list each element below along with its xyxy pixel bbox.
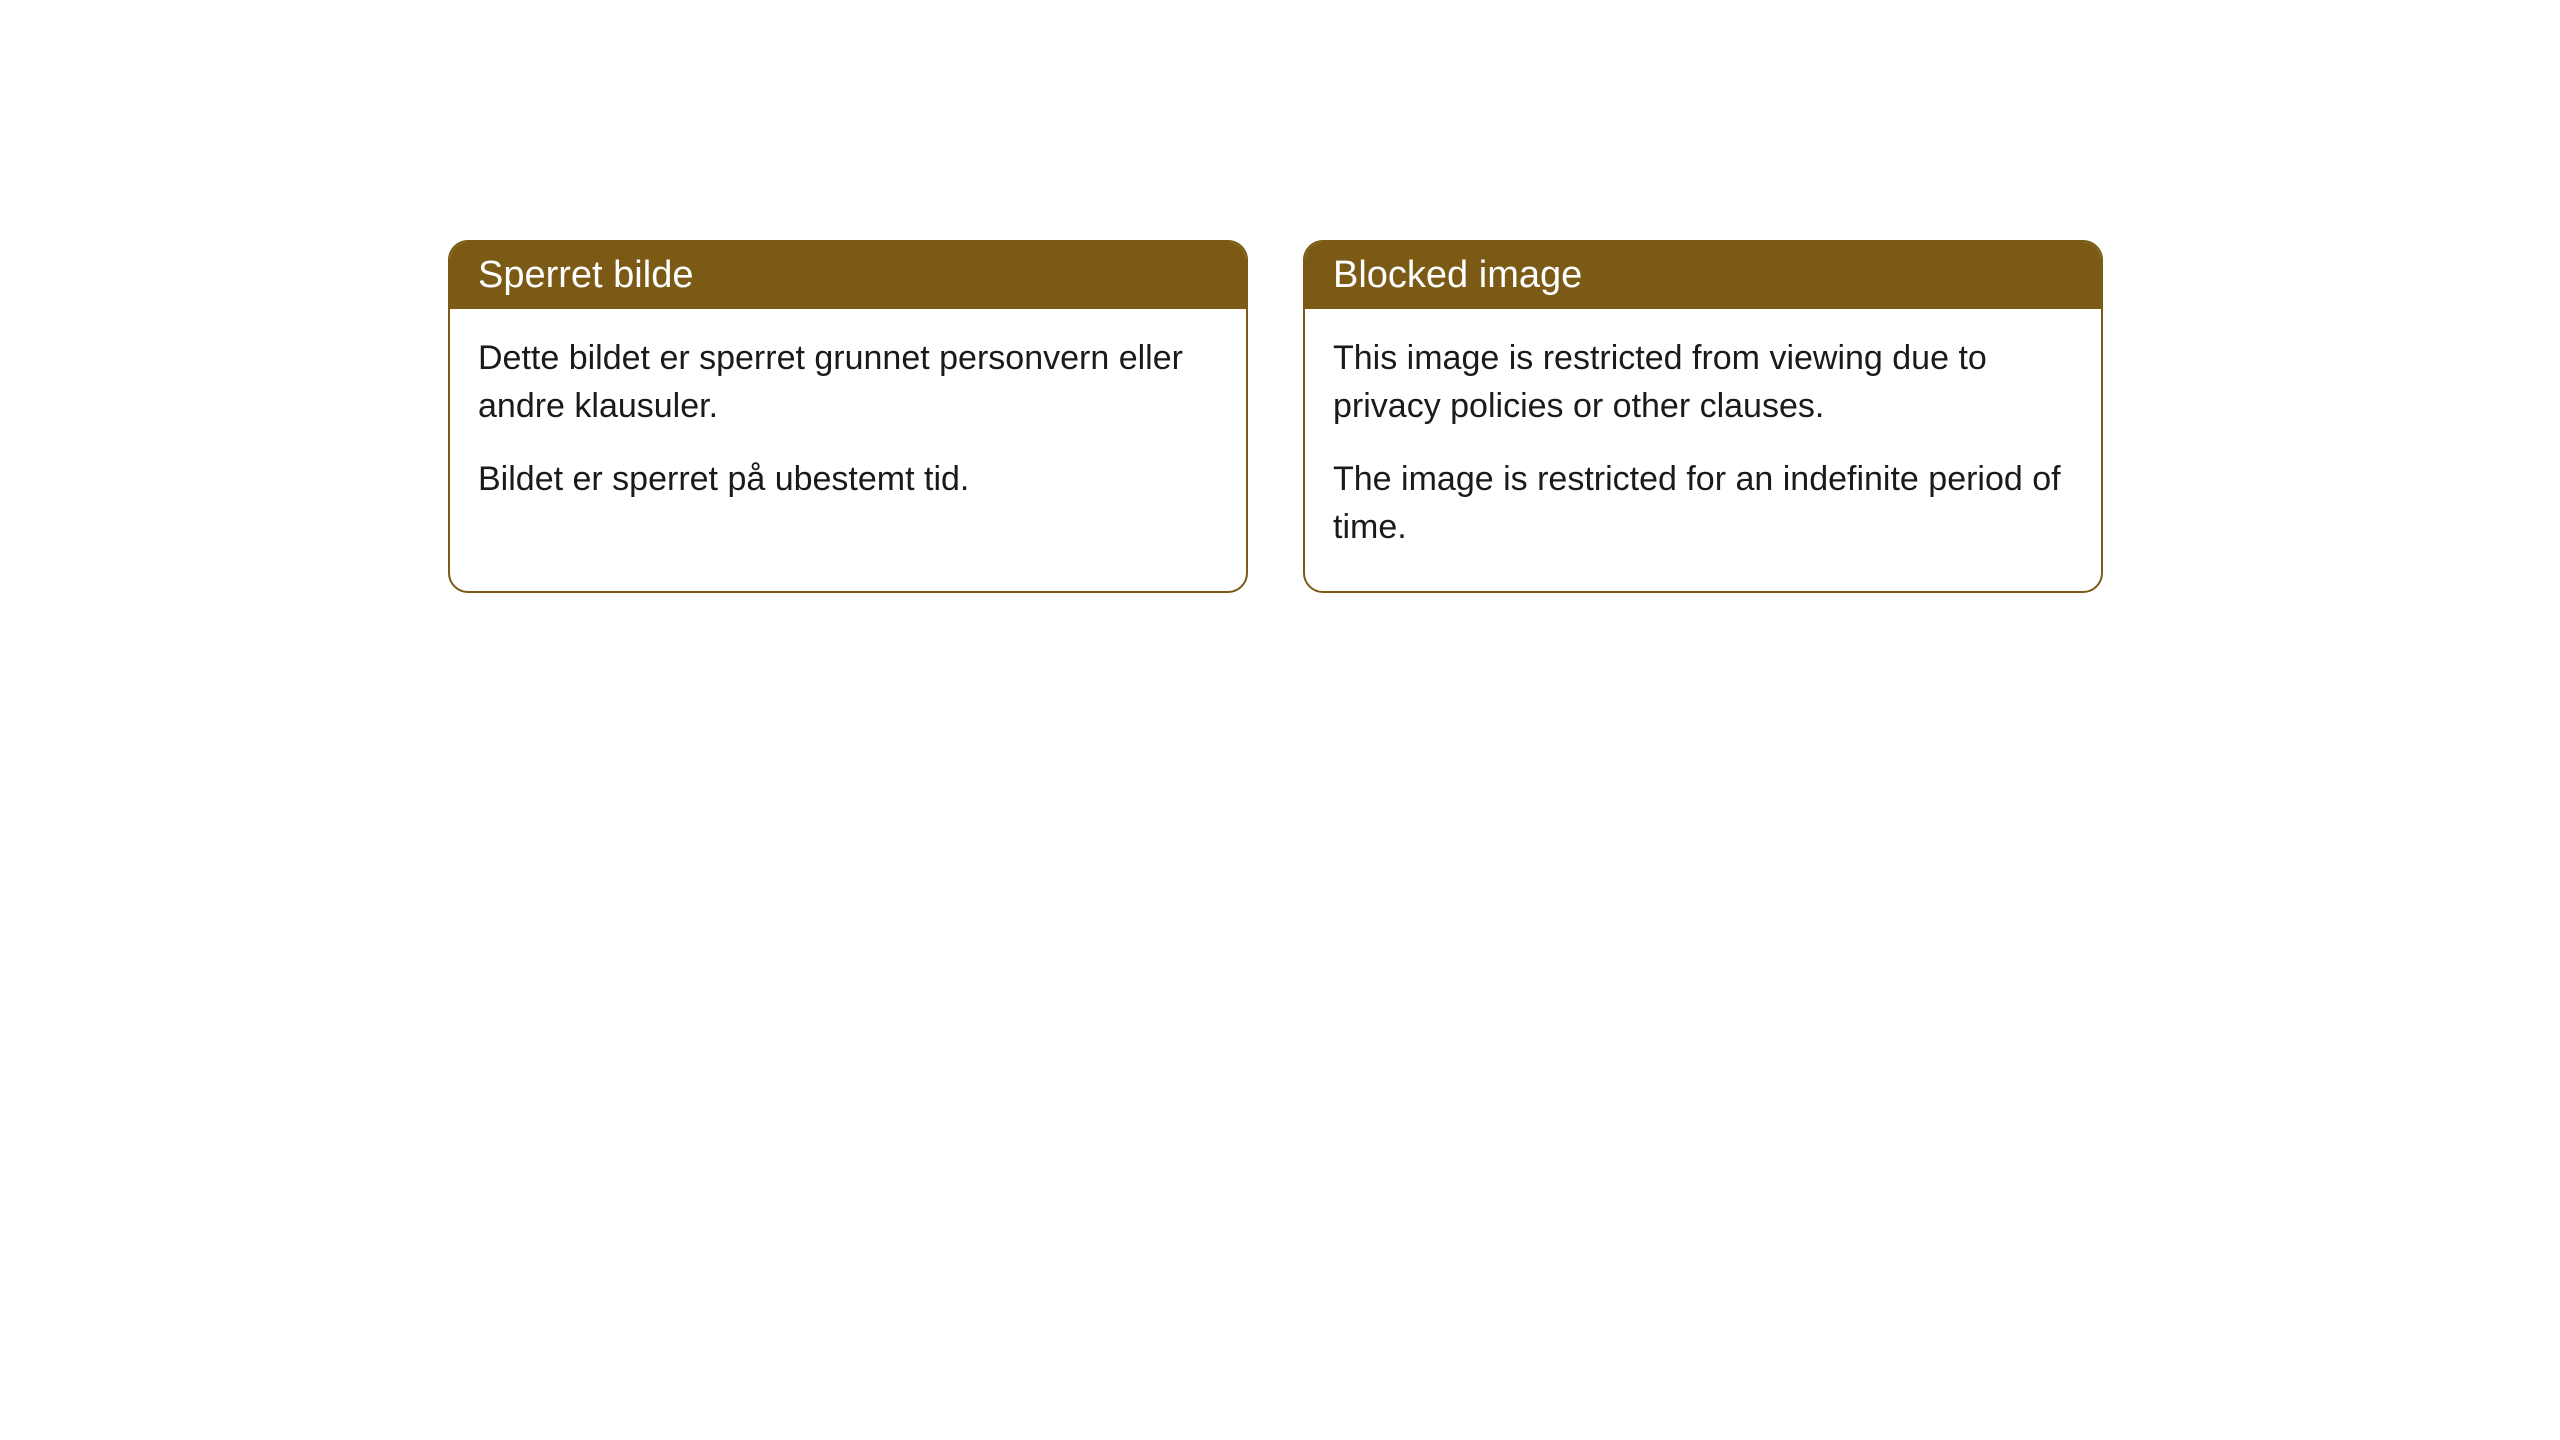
card-body-english: This image is restricted from viewing du…: [1305, 309, 2101, 591]
blocked-image-card-english: Blocked image This image is restricted f…: [1303, 240, 2103, 593]
card-body-norwegian: Dette bildet er sperret grunnet personve…: [450, 309, 1246, 544]
card-title: Sperret bilde: [478, 254, 693, 296]
card-paragraph: Bildet er sperret på ubestemt tid.: [478, 456, 1218, 504]
card-header-english: Blocked image: [1305, 242, 2101, 309]
card-paragraph: Dette bildet er sperret grunnet personve…: [478, 335, 1218, 430]
card-paragraph: This image is restricted from viewing du…: [1333, 335, 2073, 430]
card-paragraph: The image is restricted for an indefinit…: [1333, 456, 2073, 551]
card-title: Blocked image: [1333, 254, 1582, 296]
card-header-norwegian: Sperret bilde: [450, 242, 1246, 309]
blocked-image-card-norwegian: Sperret bilde Dette bildet er sperret gr…: [448, 240, 1248, 593]
notice-cards-container: Sperret bilde Dette bildet er sperret gr…: [448, 240, 2103, 593]
